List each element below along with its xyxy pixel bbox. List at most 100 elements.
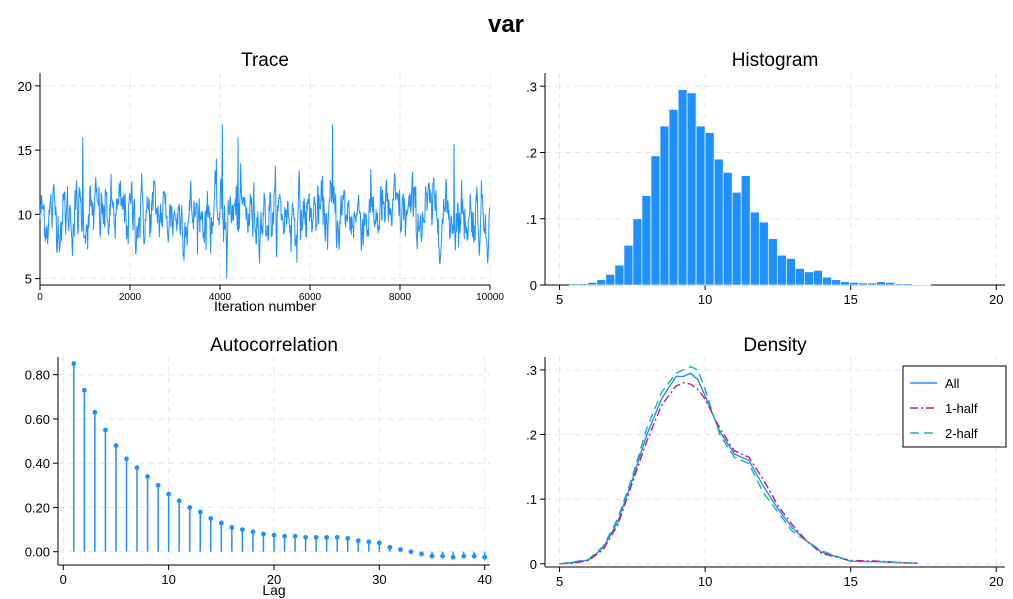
density-line-1-half: [559, 382, 918, 565]
histogram-bar: [668, 109, 679, 286]
histogram-bar: [686, 92, 697, 286]
histogram-bar: [650, 155, 661, 286]
autocorrelation-point: [124, 456, 129, 462]
autocorrelation-point: [313, 534, 319, 540]
density-legend: All 1-half 2-half: [902, 365, 1007, 448]
autocorrelation-y-tick-label: 0.20: [25, 500, 50, 515]
autocorrelation-x-tick-label: 0: [60, 572, 67, 587]
trace-x-tick-label: 2000: [119, 292, 142, 303]
trace-x-tick-label: 0: [37, 292, 43, 303]
trace-x-tick-label: 10000: [476, 292, 504, 303]
autocorrelation-point: [92, 409, 98, 415]
histogram-y-tick-label: 0: [530, 278, 537, 293]
histogram-bar: [804, 271, 814, 286]
histogram-bar: [858, 282, 868, 286]
autocorrelation-point: [324, 534, 330, 540]
trace-x-tick-label: 4000: [209, 292, 232, 303]
histogram-bar: [632, 218, 643, 286]
autocorrelation-x-tick-label: 10: [161, 572, 175, 587]
autocorrelation-point: [376, 540, 382, 546]
autocorrelation-title: Autocorrelation: [210, 335, 338, 356]
autocorrelation-point: [134, 465, 140, 471]
autocorrelation-point: [355, 538, 361, 544]
trace-x-tick-label: 6000: [299, 292, 322, 303]
autocorrelation-point: [429, 553, 435, 559]
trace-y-tick-label: 10: [18, 207, 32, 222]
histogram-panel: Histogram 5 10 15 20 0 .1 .2 .3: [526, 50, 1005, 307]
autocorrelation-y-tick-label: 0.40: [25, 456, 50, 471]
autocorrelation-point: [113, 443, 119, 448]
autocorrelation-y-tick-label: 0.00: [25, 545, 50, 560]
density-x-tick-label: 20: [989, 574, 1003, 589]
histogram-bar: [740, 175, 751, 286]
trace-line: [39, 124, 491, 279]
histogram-bar: [659, 125, 670, 286]
autocorrelation-point: [208, 516, 214, 521]
autocorrelation-stems: [71, 361, 488, 560]
autocorrelation-point: [155, 482, 161, 488]
trace-title: Trace: [241, 50, 289, 71]
autocorrelation-point: [408, 549, 414, 555]
histogram-x-tick-label: 20: [989, 292, 1003, 307]
histogram-bar: [849, 282, 859, 286]
histogram-bar: [704, 132, 715, 286]
histogram-bar: [587, 282, 598, 286]
autocorrelation-point: [366, 539, 372, 545]
autocorrelation-point: [271, 532, 277, 538]
histogram-bar: [795, 268, 805, 286]
histogram-bar: [867, 282, 877, 286]
autocorrelation-x-tick-label: 40: [477, 572, 491, 587]
histogram-bar: [813, 270, 823, 286]
autocorrelation-y-tick-label: 0.60: [25, 412, 50, 427]
histogram-bar: [596, 279, 607, 286]
histogram-x-tick-label: 5: [556, 292, 563, 307]
autocorrelation-point: [387, 544, 393, 550]
histogram-bar: [786, 258, 796, 286]
histogram-bar: [885, 282, 895, 286]
autocorrelation-point: [166, 491, 172, 497]
autocorrelation-point: [71, 361, 77, 367]
histogram-y-tick-label: .1: [526, 212, 537, 227]
histogram-bar: [831, 279, 841, 286]
histogram-bar: [767, 238, 778, 286]
density-legend-label: All: [945, 376, 960, 391]
density-line-all: [559, 372, 918, 565]
autocorrelation-point: [103, 427, 108, 433]
histogram-bar: [822, 276, 832, 286]
density-legend-label: 2-half: [945, 426, 978, 441]
trace-y-tick-label: 20: [18, 79, 32, 94]
histogram-bar: [641, 195, 652, 286]
density-legend-box: [902, 365, 1007, 448]
histogram-bar: [921, 283, 932, 286]
autocorrelation-point: [292, 533, 298, 539]
autocorrelation-point: [471, 553, 477, 559]
histogram-bar: [894, 283, 905, 286]
histogram-bar: [695, 125, 706, 286]
histogram-bar: [569, 283, 580, 286]
autocorrelation-point: [440, 553, 445, 559]
histogram-bar: [605, 274, 616, 286]
trace-gridlines: [39, 73, 491, 285]
histogram-bar: [903, 283, 914, 286]
density-line-2-half: [559, 365, 918, 565]
histogram-bar: [840, 281, 850, 286]
trace-x-axis-label: Iteration number: [214, 298, 316, 314]
autocorrelation-point: [482, 554, 488, 560]
histogram-bar: [758, 221, 769, 286]
autocorrelation-point: [239, 527, 245, 532]
autocorrelation-point: [345, 536, 351, 541]
histogram-title: Histogram: [732, 50, 819, 71]
autocorrelation-point: [145, 474, 150, 479]
density-panel: Density 5 10 15 20 0 .1 .2 .3 All 1-half 2-half: [526, 335, 1007, 589]
density-legend-label: 1-half: [945, 401, 978, 416]
autocorrelation-point: [218, 520, 224, 526]
histogram-bar: [876, 281, 886, 286]
density-title: Density: [743, 335, 807, 356]
autocorrelation-point: [303, 534, 309, 540]
autocorrelation-point: [461, 553, 467, 559]
autocorrelation-point: [197, 509, 203, 515]
histogram-x-tick-label: 15: [843, 292, 857, 307]
autocorrelation-point: [282, 533, 287, 539]
trace-x-tick-label: 8000: [389, 292, 412, 303]
trace-y-tick-label: 15: [18, 143, 32, 158]
